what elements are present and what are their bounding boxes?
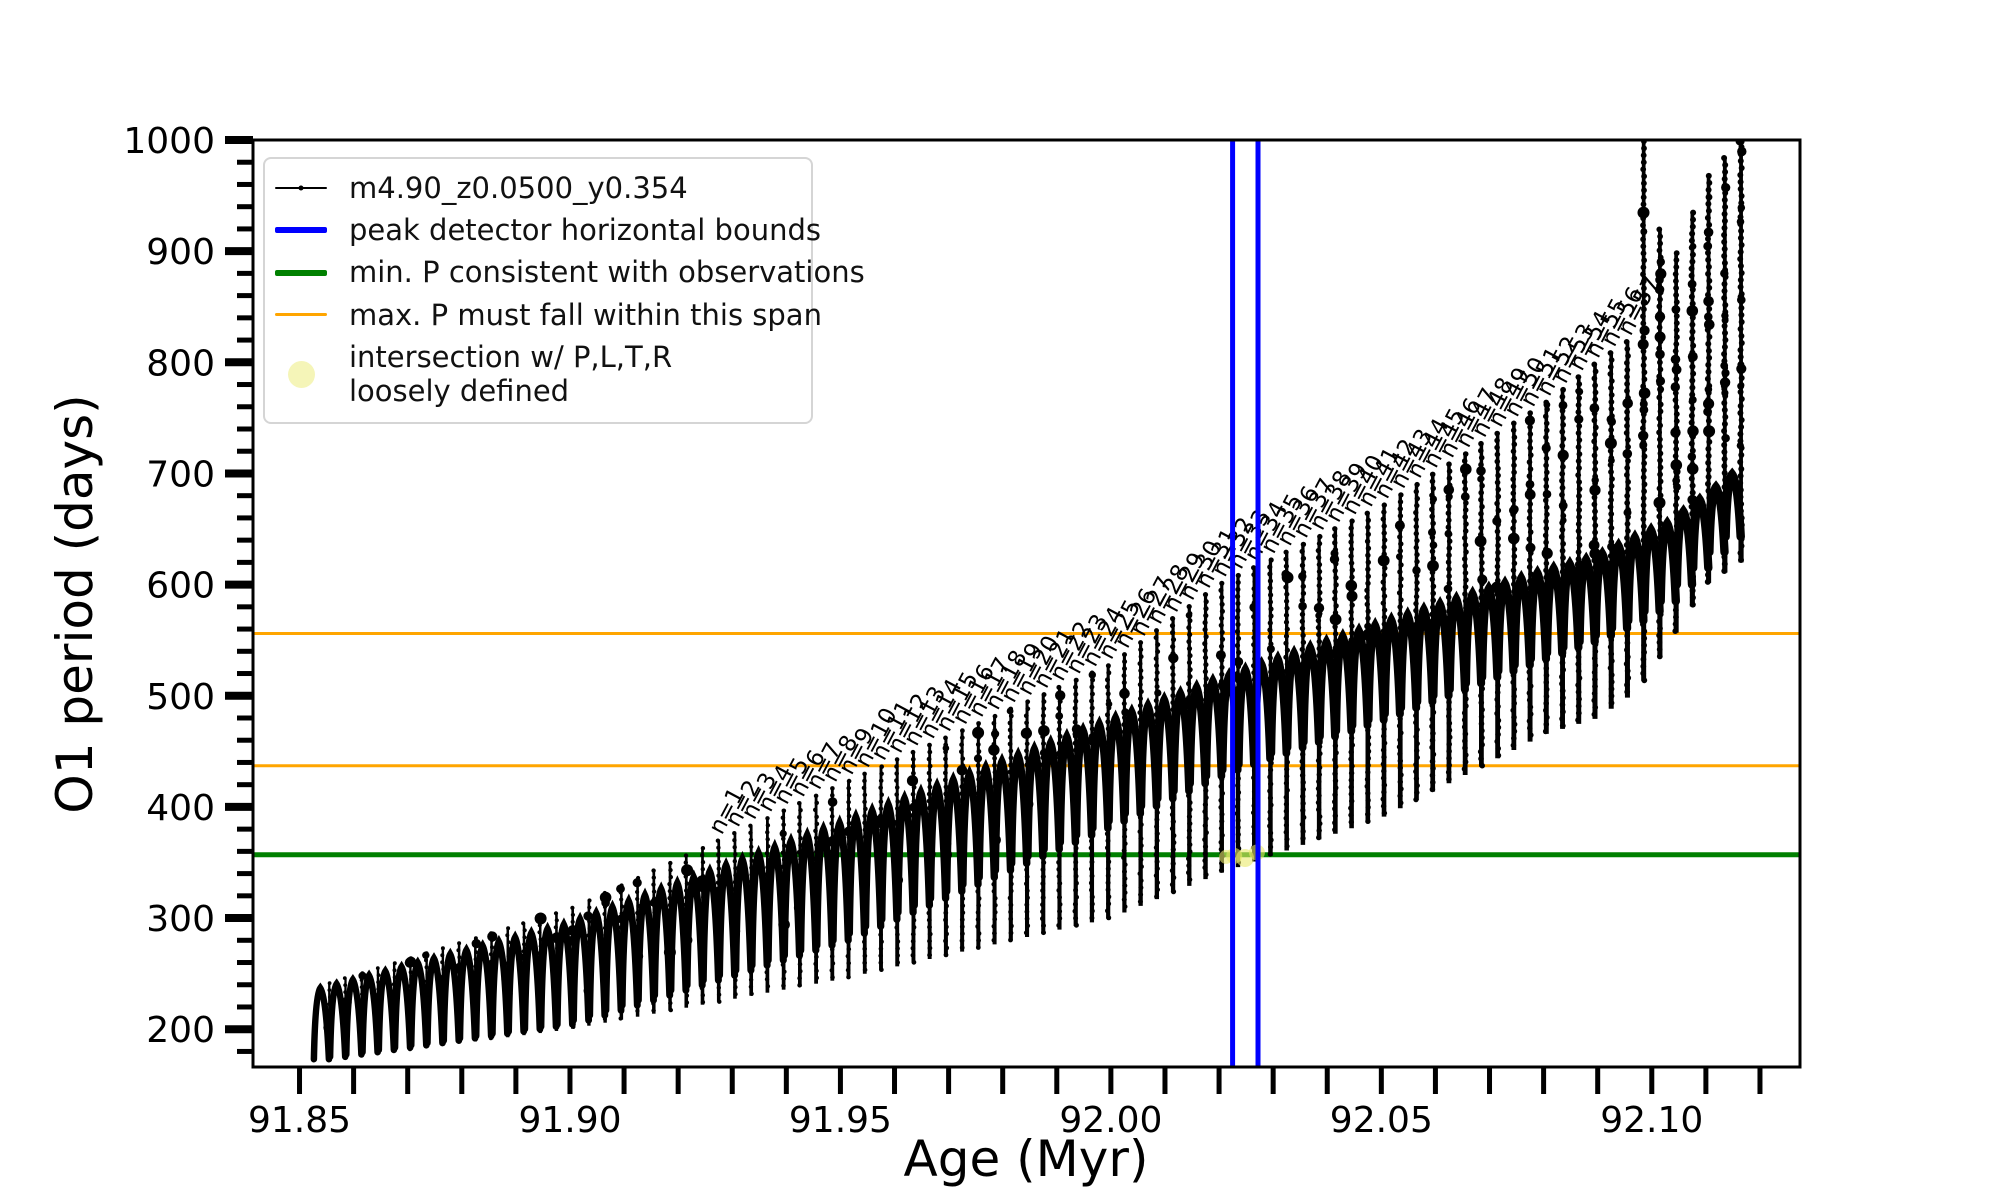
- legend-label-intersection: intersection w/ P,L,T,R loosely defined: [349, 339, 673, 409]
- svg-text:400: 400: [146, 788, 215, 829]
- intersection-marker-swatch: [275, 359, 327, 389]
- svg-text:91.85: 91.85: [248, 1100, 351, 1141]
- svg-text:300: 300: [146, 899, 215, 940]
- legend-label-min-p: min. P consistent with observations: [349, 255, 865, 290]
- blue-line-swatch: [275, 215, 327, 245]
- svg-text:92.00: 92.00: [1059, 1100, 1162, 1141]
- svg-text:1000: 1000: [123, 121, 215, 162]
- axes: 91.85 91.90 91.95 92.00 92.05 92.10 200 300 400 5…: [123, 121, 1802, 1141]
- green-line-swatch: [275, 258, 327, 288]
- svg-text:92.10: 92.10: [1600, 1100, 1703, 1141]
- svg-text:91.90: 91.90: [518, 1100, 621, 1141]
- svg-text:600: 600: [146, 566, 215, 607]
- legend-item-min-p: min. P consistent with observations: [265, 251, 865, 293]
- legend: m4.90_z0.0500_y0.354 peak detector horiz…: [263, 157, 865, 425]
- series-line-swatch: [275, 173, 327, 203]
- svg-text:92.05: 92.05: [1330, 1100, 1433, 1141]
- legend-label-max-p: max. P must fall within this span: [349, 297, 822, 332]
- legend-label-series: m4.90_z0.0500_y0.354: [349, 171, 688, 205]
- legend-item-max-p: max. P must fall within this span: [265, 294, 822, 336]
- svg-text:500: 500: [146, 677, 215, 718]
- legend-label-peak-bounds: peak detector horizontal bounds: [349, 213, 821, 248]
- legend-item-series: m4.90_z0.0500_y0.354: [265, 167, 811, 209]
- legend-item-intersection: intersection w/ P,L,T,R loosely defined: [265, 336, 811, 412]
- svg-text:91.95: 91.95: [789, 1100, 892, 1141]
- series-data: [310, 140, 1747, 1063]
- svg-text:200: 200: [146, 1010, 215, 1051]
- svg-text:900: 900: [146, 232, 215, 273]
- legend-item-peak-bounds: peak detector horizontal bounds: [265, 209, 821, 251]
- x-axis-title: Age (Myr): [904, 1130, 1149, 1188]
- y-axis-title: O1 period (days): [46, 394, 104, 813]
- orange-line-swatch: [275, 300, 327, 330]
- peak-detector-vlines: [1230, 140, 1261, 1067]
- peak-number-labels: n=1n=2n=3n=4n=5n=6n=7n=8n=9n=10n=11n=12n…: [704, 272, 1665, 839]
- svg-text:700: 700: [146, 454, 215, 495]
- svg-text:800: 800: [146, 343, 215, 384]
